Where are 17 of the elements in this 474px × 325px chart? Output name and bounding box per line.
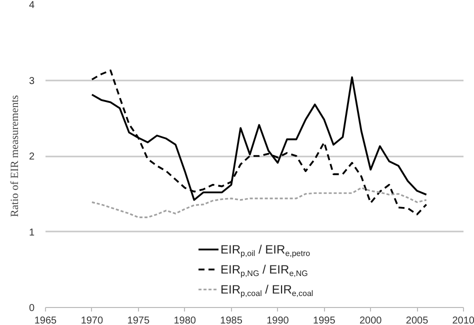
x-tick-label: 1975 [127,316,150,325]
x-tick-label: 1980 [174,316,196,325]
y-tick-label: 2 [28,152,35,162]
y-tick-label: 1 [28,227,35,238]
x-tick-label: 2000 [359,316,382,325]
x-tick-label: 2005 [406,316,429,325]
y-axis-title: Ratio of EIR measurements [8,95,21,217]
x-tick-label: 1965 [34,316,58,325]
x-tick-label: 2010 [452,316,474,325]
line-series [91,187,428,218]
x-tick-label: 1995 [313,316,336,325]
y-tick-label: 3 [28,76,35,87]
y-tick-label: 4 [28,0,35,11]
y-tick-label: 0 [28,303,35,314]
x-tick-label: 1985 [220,316,243,325]
x-tick-label: 1970 [80,316,104,325]
x-tick-label: 1990 [266,316,290,325]
